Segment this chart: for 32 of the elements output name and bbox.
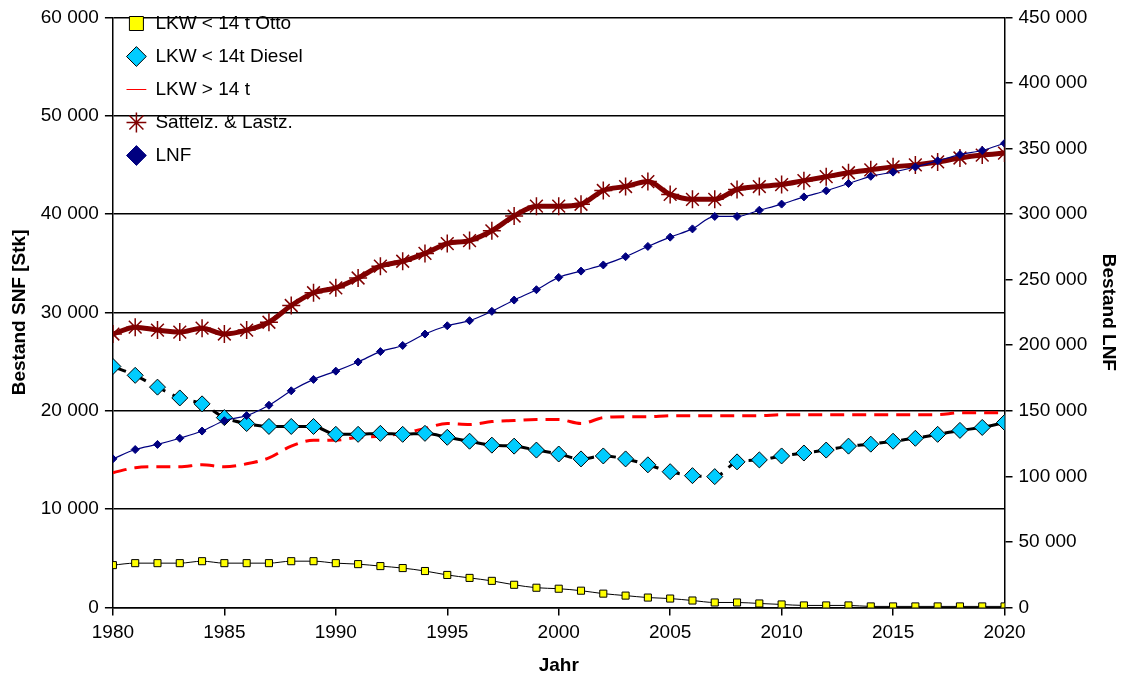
y2-tick-label: 350 000 [1018, 136, 1088, 158]
y2-tick-label: 200 000 [1018, 333, 1088, 355]
y2-tick-label: 450 000 [1018, 5, 1088, 27]
legend-label: LKW > 14 t [155, 77, 251, 99]
y2-tick-label: 250 000 [1018, 267, 1088, 289]
legend-label: LNF [155, 143, 192, 165]
x-tick-label: 2015 [871, 621, 915, 643]
y2-tick-label: 50 000 [1018, 530, 1077, 552]
x-tick-label: 1990 [314, 621, 357, 643]
y-tick-label: 0 [88, 595, 99, 617]
x-tick-label: 2005 [649, 621, 692, 643]
x-tick-label: 2020 [983, 621, 1026, 643]
y-tick-label: 20 000 [40, 398, 99, 420]
x-tick-label: 1980 [91, 621, 135, 643]
x-tick-label: 1995 [426, 621, 469, 643]
y-tick-label: 40 000 [40, 202, 99, 224]
y2-tick-label: 400 000 [1018, 71, 1088, 93]
y2-tick-label: 0 [1018, 595, 1030, 617]
y-tick-label: 30 000 [40, 300, 99, 322]
legend-label: LKW < 14t Diesel [155, 44, 303, 66]
y2-tick-label: 300 000 [1018, 202, 1088, 224]
y2-axis-title: Bestand LNF [1099, 253, 1121, 371]
y2-tick-label: 100 000 [1018, 464, 1088, 486]
y-tick-label: 10 000 [40, 497, 99, 519]
x-tick-label: 1985 [203, 621, 246, 643]
y-tick-label: 60 000 [40, 5, 99, 27]
x-tick-label: 2000 [537, 621, 580, 643]
y-axis-title: Bestand SNF [Stk] [7, 229, 29, 396]
x-axis-title: Jahr [538, 653, 580, 675]
y2-tick-label: 150 000 [1018, 398, 1088, 420]
y-tick-label: 50 000 [40, 103, 99, 125]
x-tick-label: 2010 [760, 621, 803, 643]
